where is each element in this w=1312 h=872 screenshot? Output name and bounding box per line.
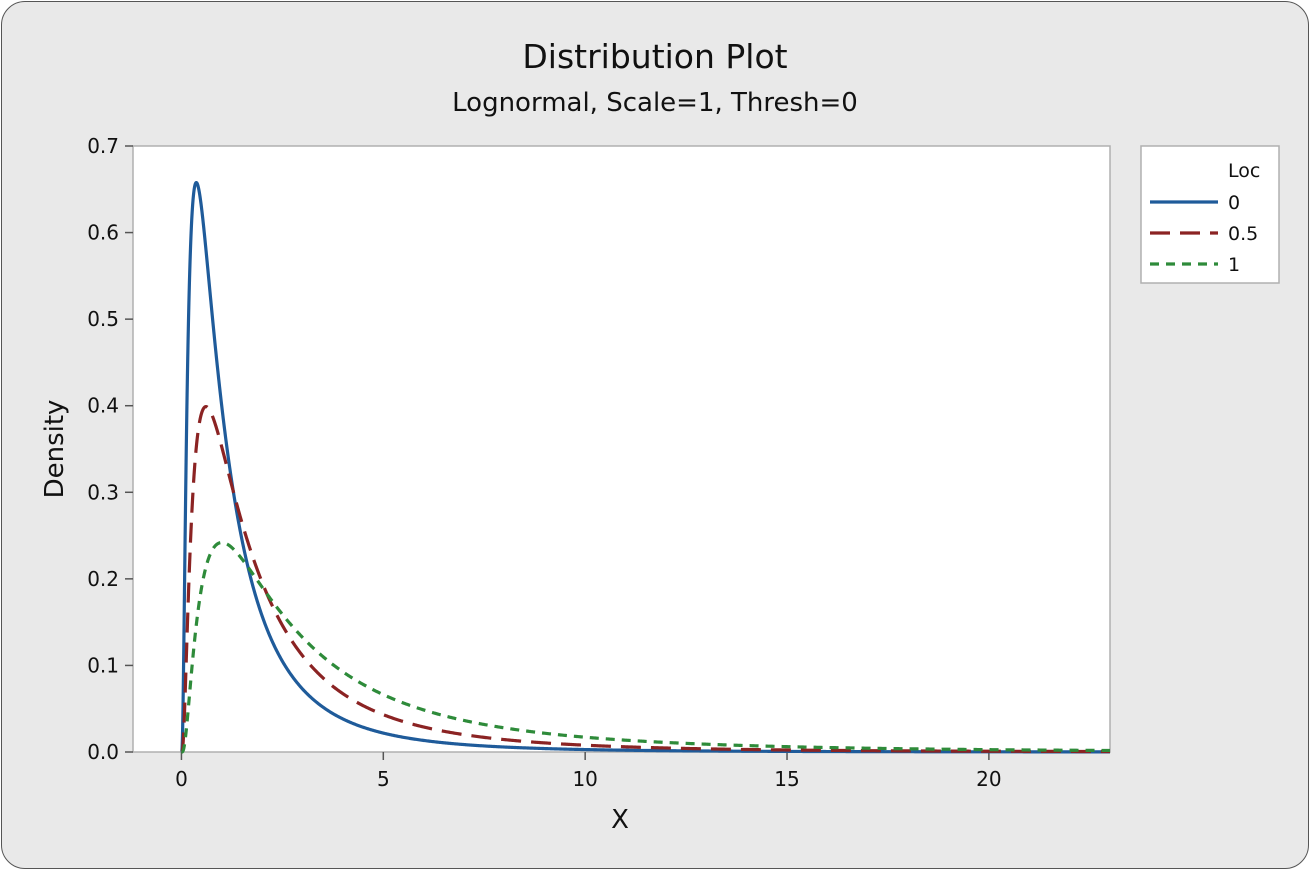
chart-subtitle: Lognormal, Scale=1, Thresh=0 — [452, 88, 858, 118]
y-tick-label: 0.1 — [87, 653, 119, 677]
plot-area — [132, 145, 1111, 753]
y-axis: 0.0 0.1 0.2 0.3 0.4 0.5 0.6 0.7 — [87, 134, 133, 764]
legend-box — [1140, 145, 1280, 284]
legend-item-label: 1 — [1228, 254, 1240, 276]
y-tick-label: 0.6 — [87, 221, 119, 245]
x-axis: 0 5 10 15 20 — [175, 752, 1002, 791]
y-tick-label: 0.5 — [87, 307, 119, 331]
legend-title: Loc — [1228, 160, 1260, 182]
y-tick-label: 0.4 — [87, 394, 119, 418]
y-tick-label: 0.3 — [87, 480, 119, 504]
y-tick-label: 0.7 — [87, 134, 119, 158]
y-tick-label: 0.2 — [87, 567, 119, 591]
legend: Loc 0 0.5 1 — [1140, 145, 1280, 284]
y-tick-label: 0.0 — [87, 740, 119, 764]
chart-title: Distribution Plot — [522, 37, 787, 76]
x-tick-label: 15 — [774, 767, 799, 791]
legend-item-label: 0 — [1228, 192, 1240, 214]
legend-item-label: 0.5 — [1228, 223, 1258, 245]
x-tick-label: 0 — [175, 767, 188, 791]
series-line-1 — [179, 540, 1110, 754]
series-line-0-5 — [179, 405, 1110, 754]
x-axis-title: X — [611, 805, 629, 835]
series-lines — [179, 180, 1110, 754]
x-tick-label: 20 — [976, 767, 1001, 791]
y-axis-title: Density — [40, 400, 70, 499]
x-tick-label: 10 — [572, 767, 597, 791]
x-tick-label: 5 — [377, 767, 390, 791]
